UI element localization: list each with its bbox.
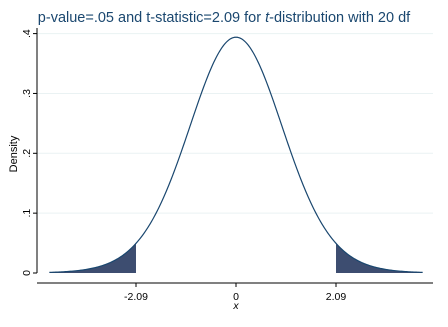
title-part-1: p-value=.05 and t-statistic=2.09 for xyxy=(38,10,265,26)
plot-area: 0 .1 .2 .3 .4 -2.09 0 2.09 xyxy=(21,28,433,303)
y-axis-label: Density xyxy=(8,135,20,172)
y-tick-label-4: .4 xyxy=(21,29,33,38)
y-tick-label-2: .2 xyxy=(21,149,33,158)
chart-title: p-value=.05 and t-statistic=2.09 for t-d… xyxy=(38,10,411,26)
title-part-2: -distribution with 20 df xyxy=(269,10,411,26)
y-tick-label-3: .3 xyxy=(21,89,33,98)
rejection-region-left xyxy=(49,243,136,273)
x-tick-label-0: -2.09 xyxy=(124,291,148,303)
x-tick-label-2: 2.09 xyxy=(326,291,347,303)
x-axis-label: x xyxy=(232,300,239,312)
title-italic-t: t xyxy=(265,10,270,26)
rejection-region-right xyxy=(336,243,423,273)
y-tick-label-0: 0 xyxy=(21,270,33,276)
density-curve xyxy=(49,36,423,273)
y-tick-label-1: .1 xyxy=(21,209,33,218)
x-tick-label-1: 0 xyxy=(233,291,239,303)
